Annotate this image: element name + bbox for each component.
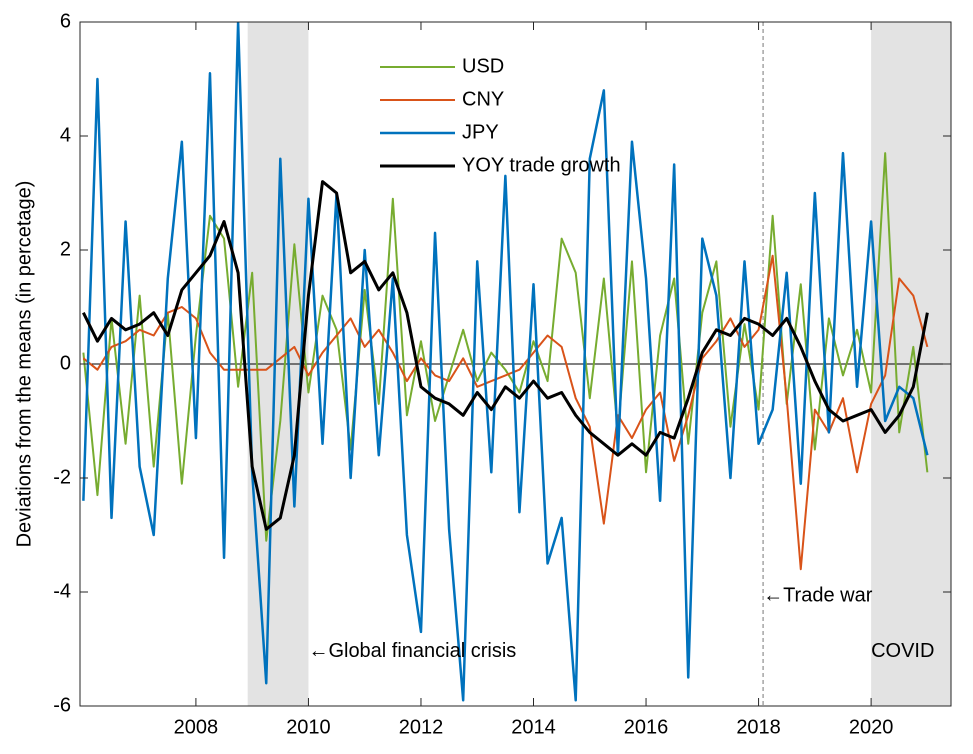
plot-area [80,22,951,706]
x-tick-label: 2016 [624,716,669,738]
y-tick-label: -4 [53,580,71,602]
x-tick-label: 2014 [511,716,556,738]
y-tick-label: 0 [60,352,71,374]
y-tick-label: 4 [60,124,71,146]
legend-label: JPY [462,121,499,143]
x-tick-label: 2012 [399,716,444,738]
y-tick-label: -2 [53,466,71,488]
y-axis-label: Deviations from the means (in percetage) [13,181,35,548]
x-tick-label: 2020 [849,716,894,738]
x-tick-label: 2010 [286,716,331,738]
legend-label: YOY trade growth [462,154,621,176]
legend-label: CNY [462,88,504,110]
annotation: COVID [871,640,934,662]
x-tick-label: 2018 [736,716,781,738]
series-line [82,180,929,531]
series-line [82,254,929,571]
x-tick-label: 2008 [174,716,219,738]
annotation: ←Trade war [763,584,873,606]
y-tick-label: 2 [60,238,71,260]
y-tick-label: -6 [53,694,71,716]
series-line [82,22,929,702]
y-tick-label: 6 [60,10,71,32]
annotation: ←Global financial crisis [308,640,516,662]
legend-label: USD [462,55,504,77]
